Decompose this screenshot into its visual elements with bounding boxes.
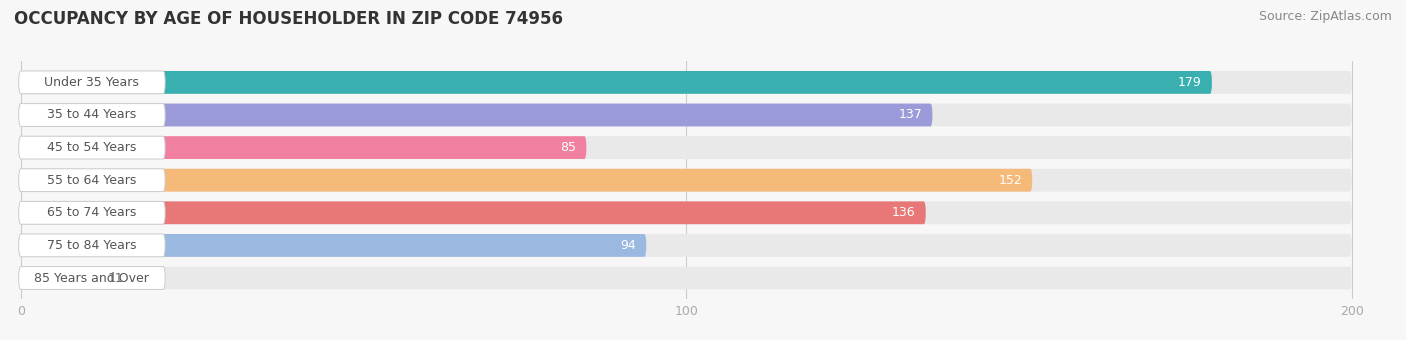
Text: Source: ZipAtlas.com: Source: ZipAtlas.com [1258, 10, 1392, 23]
FancyBboxPatch shape [21, 136, 586, 159]
FancyBboxPatch shape [21, 71, 1212, 94]
FancyBboxPatch shape [21, 267, 1351, 289]
FancyBboxPatch shape [21, 267, 94, 289]
FancyBboxPatch shape [21, 201, 925, 224]
FancyBboxPatch shape [21, 104, 1351, 126]
Text: 94: 94 [620, 239, 637, 252]
Text: 35 to 44 Years: 35 to 44 Years [48, 108, 136, 121]
Text: 45 to 54 Years: 45 to 54 Years [48, 141, 136, 154]
FancyBboxPatch shape [21, 234, 1351, 257]
Text: OCCUPANCY BY AGE OF HOUSEHOLDER IN ZIP CODE 74956: OCCUPANCY BY AGE OF HOUSEHOLDER IN ZIP C… [14, 10, 562, 28]
FancyBboxPatch shape [18, 201, 165, 224]
Text: 152: 152 [998, 174, 1022, 187]
FancyBboxPatch shape [21, 201, 1351, 224]
FancyBboxPatch shape [18, 71, 165, 94]
FancyBboxPatch shape [18, 104, 165, 126]
FancyBboxPatch shape [18, 136, 165, 159]
Text: 136: 136 [893, 206, 915, 219]
FancyBboxPatch shape [18, 169, 165, 192]
Text: 179: 179 [1178, 76, 1202, 89]
Text: 11: 11 [107, 272, 122, 285]
FancyBboxPatch shape [21, 136, 1351, 159]
FancyBboxPatch shape [21, 234, 647, 257]
FancyBboxPatch shape [18, 267, 165, 289]
Text: 85: 85 [561, 141, 576, 154]
Text: 137: 137 [898, 108, 922, 121]
Text: 75 to 84 Years: 75 to 84 Years [48, 239, 136, 252]
Text: 85 Years and Over: 85 Years and Over [35, 272, 149, 285]
Text: 55 to 64 Years: 55 to 64 Years [48, 174, 136, 187]
FancyBboxPatch shape [21, 169, 1351, 192]
FancyBboxPatch shape [21, 104, 932, 126]
Text: Under 35 Years: Under 35 Years [45, 76, 139, 89]
FancyBboxPatch shape [21, 71, 1351, 94]
FancyBboxPatch shape [21, 169, 1032, 192]
FancyBboxPatch shape [18, 234, 165, 257]
Text: 65 to 74 Years: 65 to 74 Years [48, 206, 136, 219]
